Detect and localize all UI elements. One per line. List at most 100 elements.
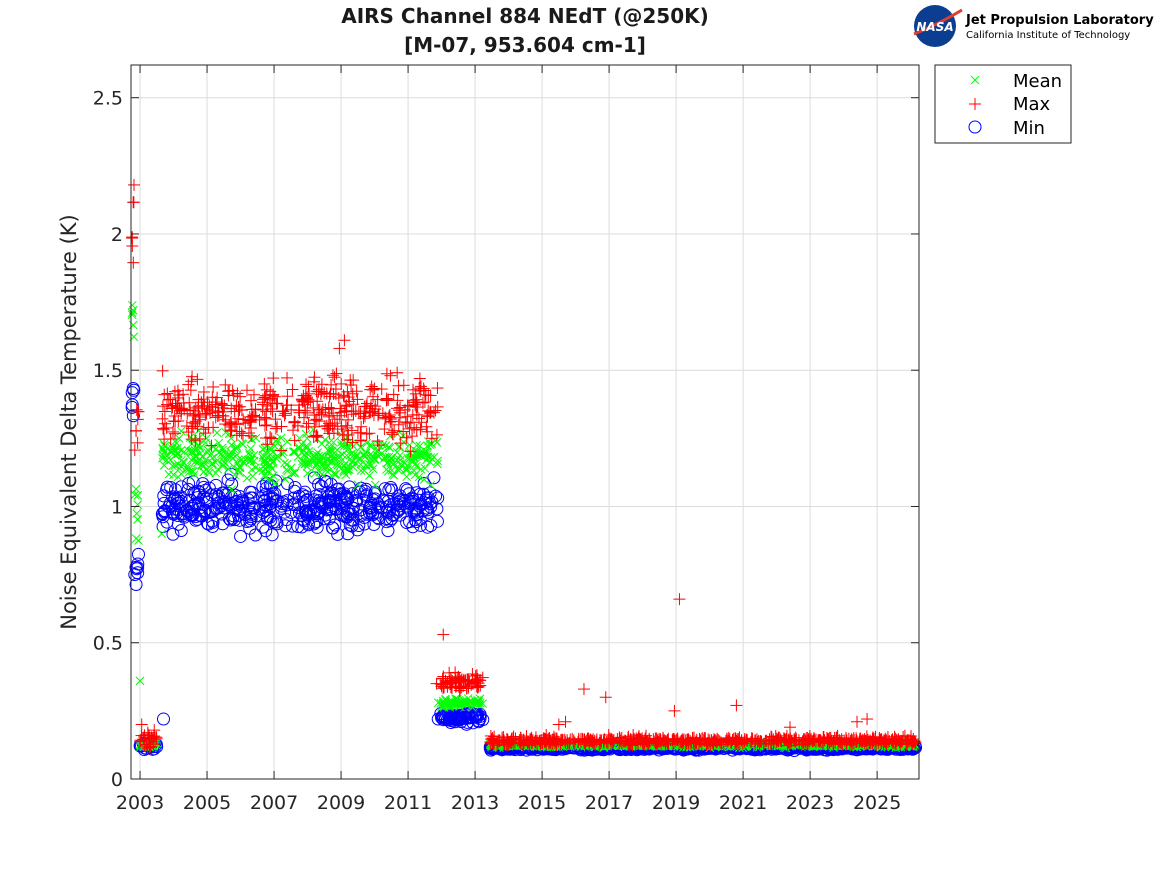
point-min xyxy=(186,508,200,522)
point-min xyxy=(349,493,363,507)
jpl-name: Jet Propulsion Laboratory xyxy=(965,13,1154,28)
point-min xyxy=(413,512,427,526)
point-min xyxy=(312,477,326,491)
point-max xyxy=(260,418,273,431)
point-max xyxy=(300,378,313,391)
point-min xyxy=(350,494,364,508)
point-mean xyxy=(339,466,348,475)
point-min xyxy=(421,520,435,534)
point-mean xyxy=(173,449,183,459)
point-max xyxy=(394,437,407,450)
point-mean xyxy=(263,467,272,476)
point-max xyxy=(668,704,681,717)
point-min xyxy=(366,493,380,507)
point-min xyxy=(431,491,445,505)
point-mean xyxy=(176,469,186,479)
point-mean xyxy=(365,460,374,469)
point-min xyxy=(252,502,266,516)
point-max xyxy=(267,372,280,385)
point-mean xyxy=(310,456,319,465)
point-mean xyxy=(268,471,278,480)
point-mean xyxy=(341,470,351,480)
point-mean xyxy=(402,472,412,482)
point-max xyxy=(310,429,323,442)
point-max xyxy=(378,423,391,436)
point-max xyxy=(599,691,612,704)
x-tick-label: 2009 xyxy=(317,792,365,814)
point-mean xyxy=(370,480,380,490)
point-mean xyxy=(392,455,402,465)
point-max xyxy=(382,393,395,406)
point-min xyxy=(473,712,487,726)
nasa-wordmark: NASA xyxy=(916,20,953,34)
point-min xyxy=(280,477,294,491)
point-min xyxy=(322,512,336,526)
point-max xyxy=(279,407,292,420)
point-min xyxy=(274,501,288,515)
point-max xyxy=(128,178,141,191)
point-max xyxy=(577,683,590,696)
point-mean xyxy=(214,448,224,457)
point-mean xyxy=(162,451,172,461)
point-mean xyxy=(157,529,167,539)
point-max xyxy=(351,426,364,439)
point-mean xyxy=(170,450,180,460)
point-min xyxy=(453,712,467,726)
point-mean xyxy=(268,447,278,457)
point-min xyxy=(212,501,226,515)
point-mean xyxy=(199,467,209,477)
point-mean xyxy=(317,439,327,449)
point-min xyxy=(298,485,312,499)
point-min xyxy=(266,515,280,529)
point-min xyxy=(201,495,215,509)
y-tick-label: 0.5 xyxy=(93,633,123,655)
point-min xyxy=(201,517,215,531)
point-mean xyxy=(366,442,376,451)
point-max xyxy=(183,396,196,409)
point-mean xyxy=(265,461,275,471)
point-mean xyxy=(276,433,286,443)
point-min xyxy=(184,508,198,522)
point-max xyxy=(191,373,204,386)
point-min xyxy=(340,506,354,520)
point-mean xyxy=(273,451,282,461)
point-mean xyxy=(132,509,142,518)
point-max xyxy=(347,374,360,387)
point-mean xyxy=(205,451,215,460)
point-mean xyxy=(356,459,366,469)
point-max xyxy=(172,391,185,404)
point-max xyxy=(333,342,346,355)
point-mean xyxy=(212,428,222,438)
point-min xyxy=(256,490,270,504)
point-mean xyxy=(195,443,205,453)
x-tick-label: 2003 xyxy=(116,792,164,814)
point-max xyxy=(559,715,572,728)
point-mean xyxy=(227,485,237,494)
point-max xyxy=(380,367,393,380)
point-mean xyxy=(366,440,375,449)
point-mean xyxy=(303,468,312,478)
point-max xyxy=(130,403,143,416)
point-max xyxy=(400,431,413,444)
point-mean xyxy=(218,461,227,471)
point-min xyxy=(162,500,176,514)
x-tick-label: 2005 xyxy=(183,792,231,814)
point-min xyxy=(381,524,395,538)
point-mean xyxy=(416,465,426,474)
point-max xyxy=(365,380,378,393)
point-mean xyxy=(282,437,292,446)
point-mean xyxy=(411,461,421,471)
point-min xyxy=(331,527,345,541)
point-mean xyxy=(127,300,137,310)
point-min xyxy=(234,529,248,543)
point-min xyxy=(314,479,328,493)
point-min xyxy=(288,484,302,498)
point-max xyxy=(431,382,444,395)
point-mean xyxy=(342,451,352,460)
point-mean xyxy=(331,469,341,479)
point-mean xyxy=(262,449,272,459)
point-mean xyxy=(324,446,334,455)
point-max xyxy=(207,380,220,393)
point-mean xyxy=(207,460,217,469)
